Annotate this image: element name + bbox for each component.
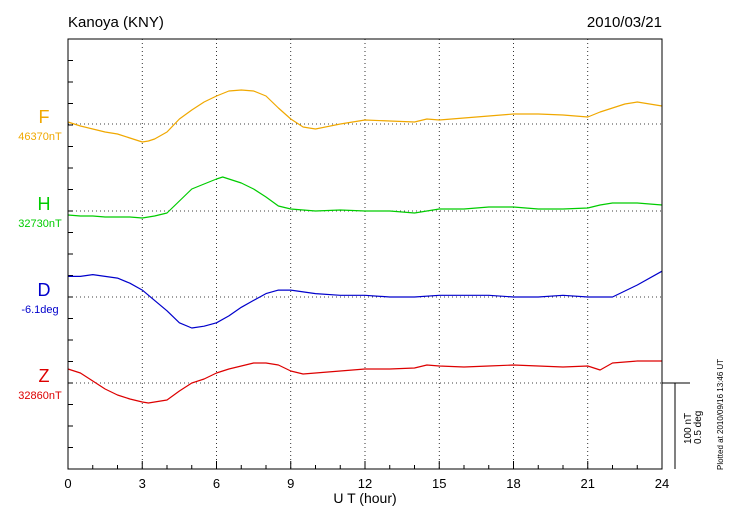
x-tick-labels: 0 3 6 9 12 15 18 21 24 — [64, 476, 669, 491]
component-traces — [67, 89, 663, 404]
component-letter-F: F — [39, 107, 50, 127]
axis-ticks — [67, 60, 663, 469]
component-letter-Z: Z — [39, 366, 50, 386]
x-tick-label: 3 — [139, 476, 146, 491]
scale-bar: 100 nT 0.5 deg — [662, 382, 704, 469]
series-Z — [67, 360, 662, 404]
plot-frame — [67, 38, 663, 470]
x-tick-label: 12 — [358, 476, 372, 491]
series-H — [67, 176, 663, 219]
x-axis-label: U T (hour) — [333, 490, 396, 506]
series-F — [67, 89, 663, 143]
baseline-value-H: 32730nT — [18, 218, 62, 230]
component-labels: F 46370nT H 32730nT D -6.1deg Z 32860nT — [18, 107, 62, 402]
x-tick-label: 24 — [655, 476, 669, 491]
date-label: 2010/03/21 — [587, 14, 662, 31]
scale-deg-label: 0.5 deg — [693, 411, 704, 444]
x-tick-label: 9 — [287, 476, 294, 491]
component-letter-H: H — [38, 194, 51, 214]
component-baselines — [68, 123, 662, 384]
baseline-value-Z: 32860nT — [18, 390, 62, 402]
series-D — [68, 270, 663, 329]
x-tick-label: 15 — [432, 476, 446, 491]
component-letter-D: D — [38, 280, 51, 300]
x-tick-label: 0 — [64, 476, 71, 491]
plotted-timestamp: Plotted at 2010/09/16 13:46 UT — [716, 359, 725, 470]
baseline-value-F: 46370nT — [18, 131, 62, 143]
scale-nt-label: 100 nT — [683, 413, 694, 444]
x-tick-label: 6 — [213, 476, 220, 491]
x-tick-label: 21 — [581, 476, 595, 491]
grid-lines — [141, 39, 589, 469]
station-title: Kanoya (KNY) — [68, 14, 164, 31]
x-tick-label: 18 — [506, 476, 520, 491]
baseline-value-D: -6.1deg — [21, 304, 58, 316]
